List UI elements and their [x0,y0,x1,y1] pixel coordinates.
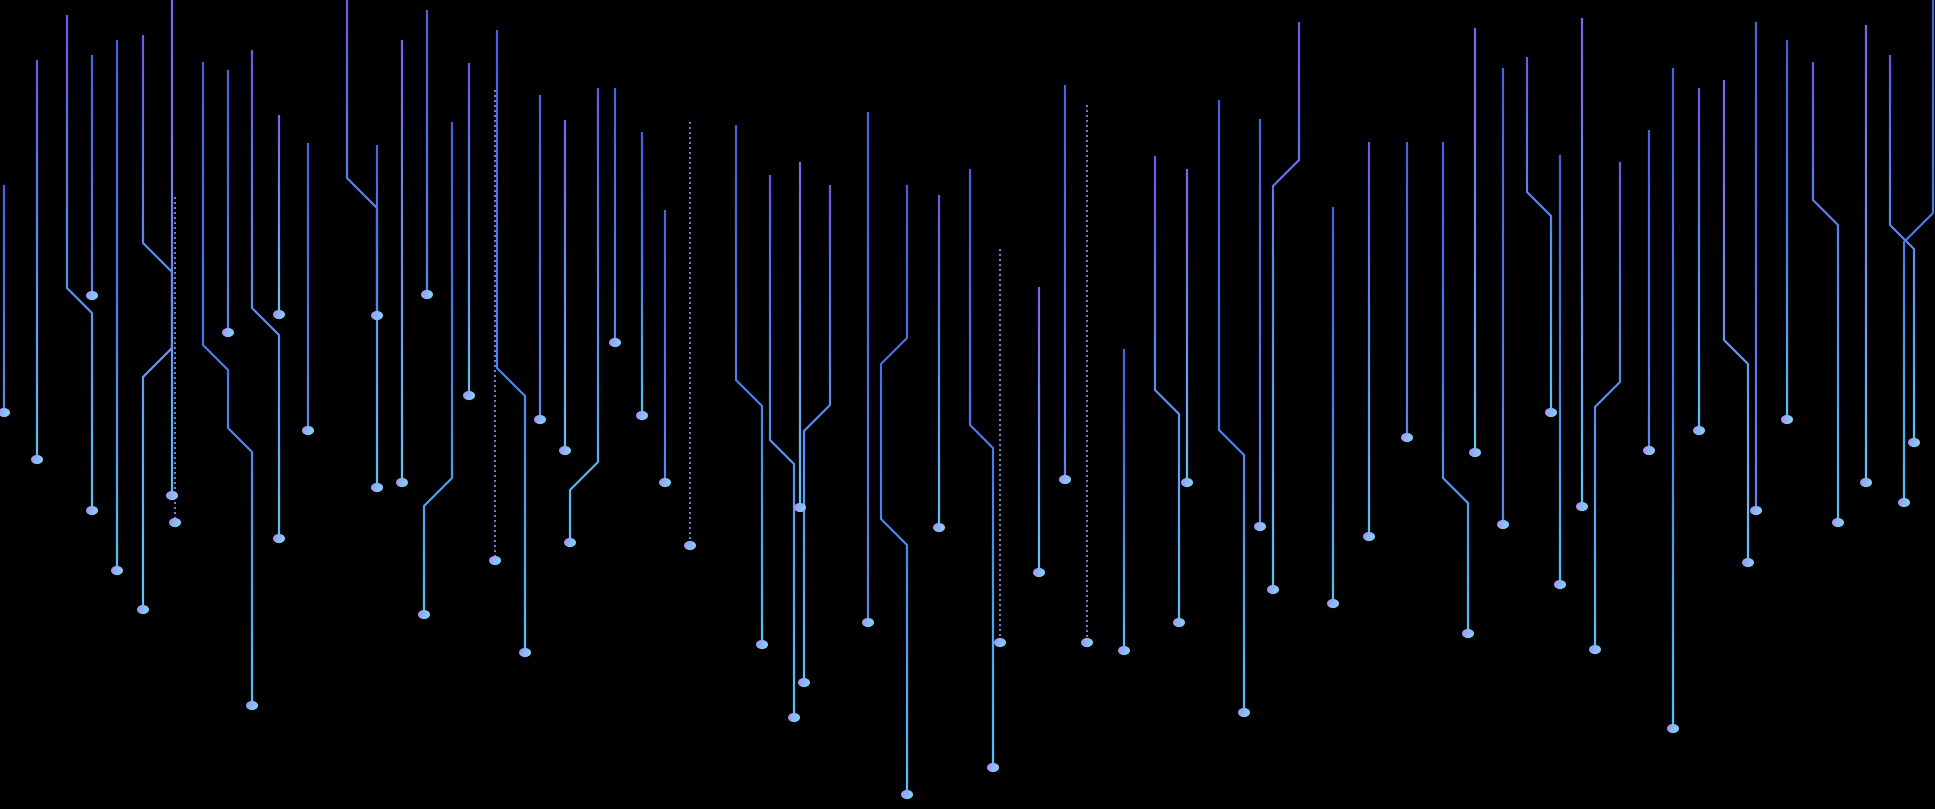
circuit-trace [1902,0,1935,500]
trace-endpoint-dot [86,290,98,301]
trace-endpoint-dot [371,310,383,321]
trace-endpoint-dot [519,647,531,658]
circuit-trace [734,125,764,642]
trace-endpoint-dot [987,762,999,773]
trace-endpoint-dot [1033,567,1045,578]
trace-endpoint-dot [1545,407,1557,418]
trace-endpoint-dot [111,565,123,576]
trace-endpoint-dot [489,555,501,566]
trace-endpoint-dot [534,414,546,425]
trace-endpoint-dot [1118,645,1130,656]
trace-endpoint-dot [1238,707,1250,718]
trace-endpoint-dot [1327,598,1339,609]
trace-endpoint-dot [86,505,98,516]
trace-endpoint-dot [1554,579,1566,590]
circuit-trace [1593,162,1622,647]
trace-endpoint-dot [636,410,648,421]
trace-endpoint-dot [371,482,383,493]
trace-endpoint-dot [273,533,285,544]
trace-endpoint-dot [788,712,800,723]
trace-endpoint-dot [1667,723,1679,734]
trace-endpoint-dot [1254,521,1266,532]
trace-endpoint-dot [684,540,696,551]
circuit-trace [802,185,832,680]
trace-endpoint-dot [0,407,10,418]
trace-endpoint-dot [1181,477,1193,488]
trace-endpoint-dot [1750,505,1762,516]
trace-endpoint-dot [1908,437,1920,448]
trace-endpoint-dot [1589,644,1601,655]
trace-endpoint-dot [933,522,945,533]
trace-endpoint-dot [1576,501,1588,512]
circuit-trace [1153,156,1181,620]
trace-endpoint-dot [222,327,234,338]
trace-endpoint-dot [1832,517,1844,528]
circuit-trace [768,175,796,715]
trace-endpoint-dot [1462,628,1474,639]
circuit-trace [1217,100,1246,710]
trace-endpoint-dot [421,289,433,300]
trace-endpoint-dot [756,639,768,650]
trace-endpoint-dot [1469,447,1481,458]
circuit-trace [65,15,94,508]
trace-endpoint-dot [1781,414,1793,425]
trace-endpoint-dot [273,309,285,320]
trace-endpoint-dot [463,390,475,401]
trace-endpoint-dot [1742,557,1754,568]
trace-endpoint-dot [166,490,178,501]
trace-layer [2,0,1935,792]
circuit-trace [250,50,281,536]
trace-endpoint-dot [1860,477,1872,488]
circuit-trace [495,30,527,650]
circuit-trace [1271,22,1301,587]
trace-endpoint-dot [1081,637,1093,648]
trace-endpoint-dot [1898,497,1910,508]
trace-endpoint-dot [169,517,181,528]
circuit-trace [1441,142,1470,631]
circuit-trace [879,185,909,792]
circuit-trace [422,122,454,612]
trace-endpoint-dot [862,617,874,628]
circuit-trace [1888,55,1916,440]
trace-endpoint-dot [659,477,671,488]
trace-endpoint-dot [1363,531,1375,542]
trace-endpoint-dot [564,537,576,548]
circuit-trace [201,62,254,703]
trace-endpoint-dot [798,677,810,688]
trace-endpoint-dot [1173,617,1185,628]
circuit-trace [1811,62,1840,520]
trace-endpoint-dot [246,700,258,711]
trace-endpoint-dot [1267,584,1279,595]
trace-endpoint-dot [994,637,1006,648]
trace-endpoint-dot [137,604,149,615]
trace-endpoint-dot [794,502,806,513]
circuit-trace [1722,80,1750,560]
circuit-trace [141,35,174,493]
trace-endpoint-dot [901,789,913,800]
trace-endpoint-dot [1059,474,1071,485]
trace-endpoint-dot [418,609,430,620]
trace-endpoint-dot [1497,519,1509,530]
circuit-trace [345,0,379,485]
trace-endpoint-dot [1693,425,1705,436]
circuit-trace [141,0,174,607]
trace-endpoint-dot [396,477,408,488]
trace-endpoint-dot [1643,445,1655,456]
trace-endpoint-dot [609,337,621,348]
trace-endpoint-dot [31,454,43,465]
trace-endpoint-dot [559,445,571,456]
circuit-trace [568,88,600,540]
circuit-trace [1525,57,1553,410]
trace-endpoint-dot [1401,432,1413,443]
circuit-trace [968,169,995,765]
endpoint-dot-layer [0,289,1920,800]
trace-endpoint-dot [302,425,314,436]
